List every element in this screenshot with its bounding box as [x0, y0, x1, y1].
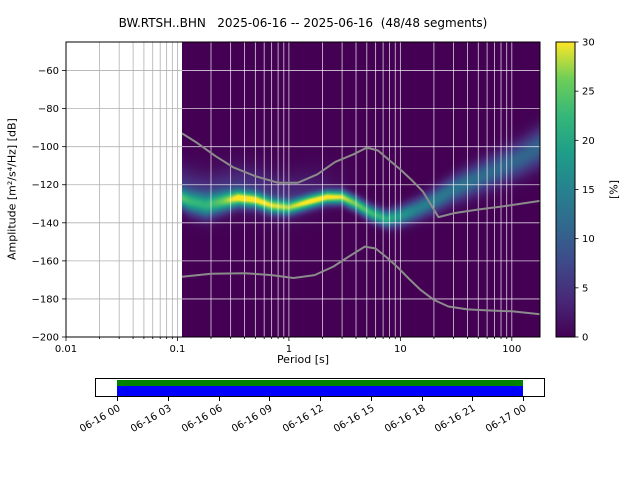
svg-text:−60: −60 [38, 66, 59, 77]
svg-text:−160: −160 [32, 256, 59, 267]
svg-text:−140: −140 [32, 218, 59, 229]
svg-text:−120: −120 [32, 180, 59, 191]
timeline-tick [269, 397, 271, 401]
plot-title: BW.RTSH..BHN 2025-06-16 -- 2025-06-16 (4… [118, 16, 488, 30]
svg-text:−180: −180 [32, 294, 59, 305]
timeline-tick [218, 397, 220, 401]
svg-text:100: 100 [502, 344, 521, 355]
timeline-tick [117, 397, 118, 401]
timeline-coverage-green [117, 380, 523, 386]
svg-text:0: 0 [582, 333, 588, 344]
tick-labels: 0.01 0.1 1 10 100−60−80−100−120−140−160−180−… [32, 38, 595, 356]
ppsd-heatmap [182, 42, 540, 337]
svg-text:−100: −100 [32, 142, 59, 153]
svg-text:0.1: 0.1 [170, 344, 186, 355]
timeline-box [95, 378, 545, 397]
timeline-tick [523, 397, 524, 401]
timeline-tick [472, 397, 474, 401]
svg-text:0.01: 0.01 [55, 344, 77, 355]
svg-text:25: 25 [582, 87, 595, 98]
noise-model-high [181, 132, 541, 219]
svg-text:10: 10 [394, 344, 407, 355]
svg-text:−80: −80 [38, 104, 59, 115]
svg-text:10: 10 [582, 234, 595, 245]
svg-text:−200: −200 [32, 333, 59, 344]
grid-lines-left [66, 42, 182, 337]
noise-model-lines [181, 132, 541, 316]
timeline-tick [370, 397, 372, 401]
svg-text:15: 15 [582, 185, 595, 196]
colorbar-gradient [556, 42, 575, 337]
noise-model-low [182, 245, 541, 316]
timeline-tick [421, 397, 423, 401]
axis-ticks [62, 41, 579, 341]
x-axis-label: Period [s] [276, 353, 330, 366]
svg-text:30: 30 [582, 38, 595, 49]
svg-text:20: 20 [582, 136, 595, 147]
svg-text:1: 1 [286, 344, 292, 355]
timeline-tick [320, 397, 321, 401]
svg-text:5: 5 [582, 283, 588, 294]
axes-frame [65, 41, 576, 338]
timeline-tick [167, 397, 169, 401]
timeline-coverage-blue [117, 386, 523, 396]
grid-lines-data [182, 42, 540, 337]
